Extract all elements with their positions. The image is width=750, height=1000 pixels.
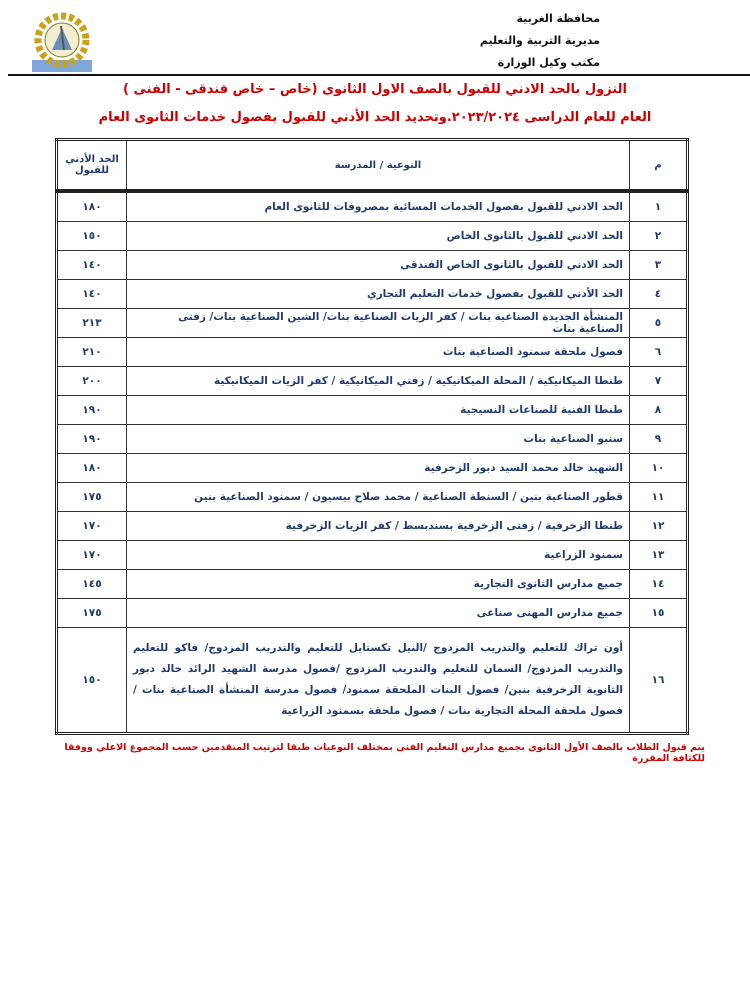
row-number: ١٤ <box>629 569 688 599</box>
row-min-score: ٢١٣ <box>56 308 127 338</box>
table-row: ٧ طنطا الميكانيكية / المحلة الميكانيكية /… <box>56 366 688 396</box>
row-number: ٢ <box>629 221 688 251</box>
table-row: ٤ الحد الأدني للقبول بفصول خدمات التعليم … <box>56 279 688 309</box>
office-label: مكتب وكيل الوزارة <box>497 56 600 69</box>
row-school: سمنود الزراعية <box>126 540 630 570</box>
row-min-score: ٢١٠ <box>56 337 127 367</box>
table-row: ١٠ الشهيد خالد محمد السيد دبور الزخرفية ١٨… <box>56 453 688 483</box>
table-row: ٨ طنطا الفنية للصناعات النسيجية ١٩٠ <box>56 395 688 425</box>
table-row: ١٤ جميع مدارس الثانوى التجارية ١٤٥ <box>56 569 688 599</box>
row-school: أون تراك للتعليم والتدريب المزدوج /النيل… <box>126 627 630 734</box>
row-school: الحد الادني للقبول بفصول الخدمات المسائي… <box>126 190 630 222</box>
table-row: ٢ الحد الادني للقبول بالثانوى الخاص ١٥٠ <box>56 221 688 251</box>
header-num: م <box>629 139 688 193</box>
governorate-label: محافظة الغربية <box>516 12 600 25</box>
row-school: قطور الصناعية بنين / السنطة الصناعية / م… <box>126 482 630 512</box>
letterhead: محافظة الغربية مديرية التربية والتعليم م… <box>480 8 600 74</box>
header-school: النوعية / المدرسة <box>126 139 630 193</box>
row-min-score: ١٩٠ <box>56 395 127 425</box>
row-min-score: ١٧٠ <box>56 511 127 541</box>
row-min-score: ١٤٥ <box>56 569 127 599</box>
table-row: ١٥ جميع مدارس المهنى صناعى ١٧٥ <box>56 598 688 628</box>
row-number: ٣ <box>629 250 688 280</box>
row-school: طنطا الزخرفية / زفتى الزخرفية بسندبسط / … <box>126 511 630 541</box>
table-row: ١١ قطور الصناعية بنين / السنطة الصناعية /… <box>56 482 688 512</box>
table-row: ٥ المنشأة الجديدة الصناعية بنات / كفر الز… <box>56 308 688 338</box>
row-number: ١٢ <box>629 511 688 541</box>
row-school: فصول ملحقة سمنود الصناعية بنات <box>126 337 630 367</box>
ministry-logo-icon <box>32 12 92 72</box>
row-number: ١ <box>629 190 688 222</box>
row-min-score: ١٤٠ <box>56 250 127 280</box>
row-school: الحد الادني للقبول بالثانوى الخاص الفندق… <box>126 250 630 280</box>
table-row: ١٦ أون تراك للتعليم والتدريب المزدوج /الن… <box>56 627 688 734</box>
row-number: ٨ <box>629 395 688 425</box>
table-row: ١٢ طنطا الزخرفية / زفتى الزخرفية بسندبسط … <box>56 511 688 541</box>
row-number: ١٥ <box>629 598 688 628</box>
table-row: ٣ الحد الادني للقبول بالثانوى الخاص الفند… <box>56 250 688 280</box>
row-number: ١٣ <box>629 540 688 570</box>
footer-note: يتم قبول الطلاب بالصف الأول الثانوى بجمي… <box>64 742 705 764</box>
row-min-score: ١٨٠ <box>56 453 127 483</box>
row-school: طنطا الفنية للصناعات النسيجية <box>126 395 630 425</box>
document-title: النزول بالحد الادني للقبول بالصف الاول ا… <box>123 82 627 97</box>
row-min-score: ١٩٠ <box>56 424 127 454</box>
header-divider <box>8 74 750 76</box>
row-number: ١٦ <box>629 627 688 734</box>
header-min-score: الحد الأدني للقبول <box>56 139 127 193</box>
row-school: طنطا الميكانيكية / المحلة الميكانيكية / … <box>126 366 630 396</box>
row-school: المنشأة الجديدة الصناعية بنات / كفر الزي… <box>126 308 630 338</box>
row-min-score: ١٥٠ <box>56 627 127 734</box>
row-school: الحد الأدني للقبول بفصول خدمات التعليم ا… <box>126 279 630 309</box>
directorate-label: مديرية التربية والتعليم <box>479 34 600 47</box>
row-school: جميع مدارس الثانوى التجارية <box>126 569 630 599</box>
admission-table: م النوعية / المدرسة الحد الأدني للقبول ١… <box>55 138 689 735</box>
table-row: ١٣ سمنود الزراعية ١٧٠ <box>56 540 688 570</box>
row-min-score: ١٧٠ <box>56 540 127 570</box>
row-min-score: ١٤٠ <box>56 279 127 309</box>
table-header-row: م النوعية / المدرسة الحد الأدني للقبول <box>56 139 688 193</box>
row-min-score: ١٥٠ <box>56 221 127 251</box>
row-number: ٥ <box>629 308 688 338</box>
document-subtitle: العام للعام الدراسى ٢٠٢٣/٢٠٢٤.وتحديد الح… <box>98 110 652 125</box>
row-number: ١١ <box>629 482 688 512</box>
row-number: ٧ <box>629 366 688 396</box>
row-school: جميع مدارس المهنى صناعى <box>126 598 630 628</box>
row-min-score: ١٨٠ <box>56 190 127 222</box>
row-min-score: ٢٠٠ <box>56 366 127 396</box>
row-number: ٦ <box>629 337 688 367</box>
row-number: ٩ <box>629 424 688 454</box>
row-school: الشهيد خالد محمد السيد دبور الزخرفية <box>126 453 630 483</box>
row-min-score: ١٧٥ <box>56 598 127 628</box>
table-row: ٦ فصول ملحقة سمنود الصناعية بنات ٢١٠ <box>56 337 688 367</box>
row-school: الحد الادني للقبول بالثانوى الخاص <box>126 221 630 251</box>
row-min-score: ١٧٥ <box>56 482 127 512</box>
row-number: ١٠ <box>629 453 688 483</box>
row-number: ٤ <box>629 279 688 309</box>
table-row: ١ الحد الادني للقبول بفصول الخدمات المسائ… <box>56 190 688 222</box>
row-school: سنبو الصناعية بنات <box>126 424 630 454</box>
table-row: ٩ سنبو الصناعية بنات ١٩٠ <box>56 424 688 454</box>
